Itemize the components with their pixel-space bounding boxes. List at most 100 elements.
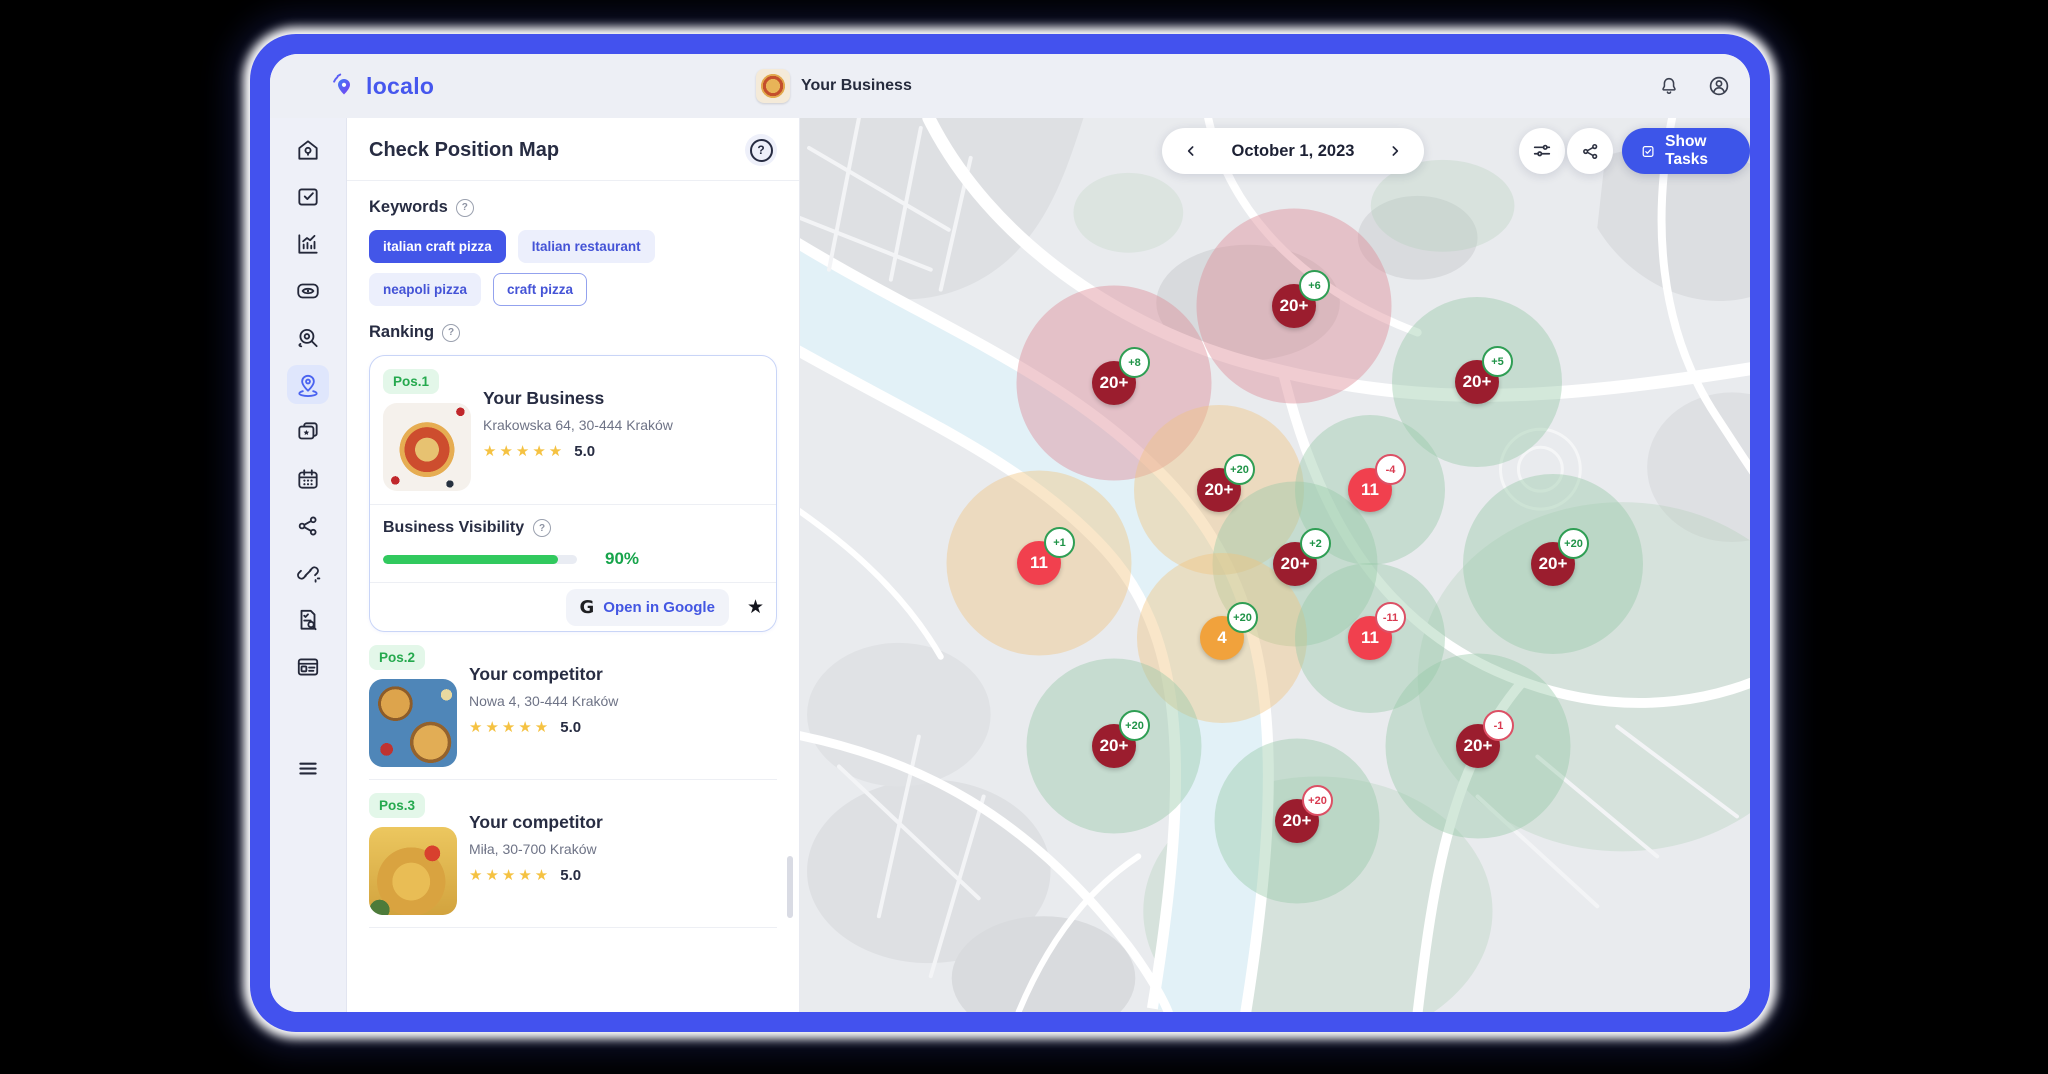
sidebar-item-position-map[interactable] [287,365,329,404]
sidebar-item-reviews[interactable] [287,412,329,451]
rank-value: 20+ [1462,372,1492,391]
keyword-chip[interactable]: Italian restaurant [517,230,655,263]
ranking-row-pos2[interactable]: Pos.2 Your competitor Nowa 4, 30-444 Kra… [369,645,777,767]
link-icon [297,565,321,583]
rank-value: 11 [1361,628,1379,647]
logo-text: localo [366,72,435,99]
ranking-row-pos3[interactable]: Pos.3 Your competitor Miła, 30-700 Krakó… [369,793,777,915]
sidebar-item-audit[interactable] [287,600,329,639]
sidebar-menu-toggle[interactable] [287,748,329,787]
map-share-button[interactable] [1567,128,1613,174]
rank-change-badge: +1 [1044,527,1075,558]
map-rank-marker[interactable]: 20+ +2 [1273,528,1331,586]
map-rank-marker[interactable]: 4 +20 [1200,602,1258,660]
sidebar-item-website[interactable] [287,647,329,686]
rank-change-badge: -4 [1375,454,1406,485]
rank-change-badge: +20 [1119,710,1150,741]
business-photo [383,403,471,491]
keyword-chips: italian craft pizza Italian restaurant n… [369,230,669,306]
prev-day-button[interactable] [1178,138,1204,164]
next-day-button[interactable] [1382,138,1408,164]
sidebar-item-tasks[interactable] [287,177,329,216]
favorite-star-icon[interactable]: ★ [746,596,764,618]
sidebar-item-visibility[interactable] [287,271,329,310]
date-selector: October 1, 2023 [1162,128,1424,174]
ranking-card-pos1[interactable]: Pos.1 Your Business Krakowska 64, 30-444… [369,355,777,632]
sidebar-item-statistics[interactable] [287,224,329,263]
app-window: localo Your Business [270,54,1750,1012]
map-filter-button[interactable] [1519,128,1565,174]
entry-name: Your Business [483,388,605,408]
rank-value: 20+ [1204,480,1234,499]
panel-scrollbar[interactable] [787,856,793,918]
localo-logo-icon [333,73,350,95]
current-date: October 1, 2023 [1231,141,1355,160]
page-help-button[interactable]: ? [745,134,777,166]
visibility-percent: 90% [605,549,640,568]
ranking-help-icon[interactable]: ? [442,323,461,342]
business-visibility-label: Business Visibility ? [383,519,763,537]
notifications-bell-icon[interactable] [1656,73,1682,99]
show-tasks-button[interactable]: Show Tasks [1622,128,1750,174]
rank-change-badge: +2 [1300,528,1331,559]
entry-address: Nowa 4, 30-444 Kraków [469,693,619,709]
map-rank-marker[interactable]: 20+ +20 [1275,785,1333,843]
map-rank-marker[interactable]: 11 +1 [1017,527,1075,585]
sliders-icon [1533,144,1551,157]
map-rank-marker[interactable]: 11 -4 [1348,454,1406,512]
divider [369,927,777,928]
sidebar-item-calendar[interactable] [287,459,329,498]
rank-value: 20+ [1463,736,1493,755]
star-rating: ★★★★★ [469,867,552,884]
share-icon [1582,143,1597,159]
rating-value: 5.0 [574,442,596,460]
home-icon [298,139,318,160]
open-in-google-button[interactable]: G Open in Google [565,588,729,626]
hamburger-menu-icon [299,762,317,774]
business-switcher[interactable]: Your Business [756,69,912,103]
page-title: Check Position Map [369,138,560,161]
entry-name: Your competitor [469,664,603,684]
map-rank-marker[interactable]: 20+ +20 [1092,710,1150,768]
entry-address: Miła, 30-700 Kraków [469,841,597,857]
rank-value: 11 [1030,553,1048,572]
rating-value: 5.0 [560,866,582,884]
rank-change-badge: -1 [1483,710,1514,741]
rank-change-badge: +20 [1558,528,1589,559]
map-rank-marker[interactable]: 20+ +5 [1455,346,1513,404]
account-icon[interactable] [1706,73,1732,99]
audit-document-icon [300,609,317,630]
sidebar-item-keyword-research[interactable] [287,318,329,357]
rank-value: 20+ [1538,554,1568,573]
map-rank-marker[interactable]: 20+ +20 [1197,454,1255,512]
keyword-chip[interactable]: italian craft pizza [369,230,506,263]
star-rating: ★★★★★ [469,719,552,736]
rank-change-badge: -11 [1375,602,1406,633]
rank-value: 11 [1361,480,1379,499]
map-rank-marker[interactable]: 20+ -1 [1456,710,1514,768]
competitor-photo [369,827,457,915]
position-map-panel: Check Position Map ? Keywords ? italian … [347,118,800,1012]
sidebar-item-home[interactable] [287,130,329,169]
localo-logo[interactable]: localo [330,72,434,100]
sidebar-item-share[interactable] [287,506,329,545]
calendar-icon [298,468,318,489]
keyword-chip[interactable]: craft pizza [493,273,588,306]
keyword-chip[interactable]: neapoli pizza [369,273,482,306]
top-bar: localo Your Business [270,54,1750,118]
sidebar-rail [270,118,347,1012]
position-badge: Pos.2 [369,645,426,670]
map-rank-marker[interactable]: 20+ +20 [1531,528,1589,586]
target-search-icon [298,328,318,347]
position-map[interactable]: 20+ +6 20+ +8 20+ +5 20+ +20 11 -4 11 +1 20+ +2 20+ +20… [800,118,1750,1012]
rank-change-badge: +20 [1224,454,1255,485]
map-watermark [1498,427,1582,511]
ranking-section-label: Ranking ? [369,323,777,342]
review-cards-icon [298,421,318,439]
map-rank-marker[interactable]: 11 -11 [1348,602,1406,660]
keywords-help-icon[interactable]: ? [455,198,474,217]
visibility-help-icon[interactable]: ? [533,519,552,537]
map-rank-marker[interactable]: 20+ +6 [1272,270,1330,328]
map-rank-marker[interactable]: 20+ +8 [1092,347,1150,405]
sidebar-item-links[interactable] [287,553,329,592]
